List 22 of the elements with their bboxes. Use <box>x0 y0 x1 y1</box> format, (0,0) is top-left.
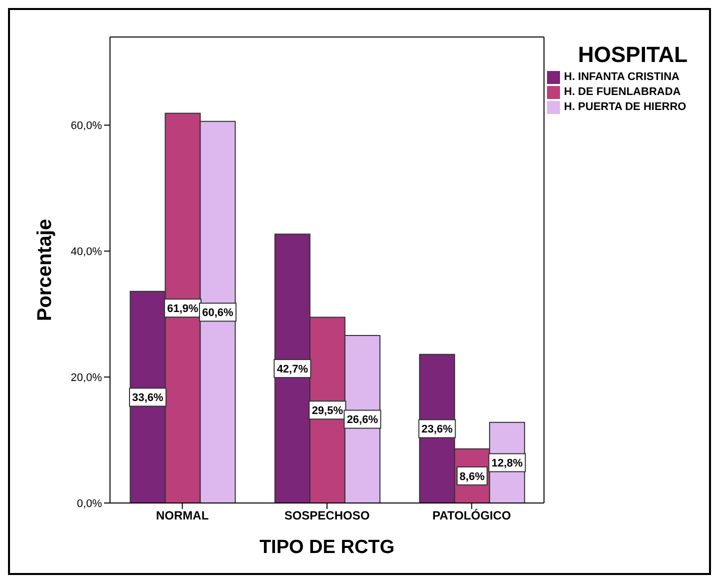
data-label: 61,9% <box>167 303 199 316</box>
legend-label: H. DE FUENLABRADA <box>564 86 681 98</box>
legend-label: H. INFANTA CRISTINA <box>564 71 680 83</box>
y-axis-title: Porcentaje <box>34 218 56 322</box>
y-tick-label: 60,0% <box>70 120 102 132</box>
data-label: 26,6% <box>346 414 378 426</box>
legend-title: HOSPITAL <box>578 42 688 68</box>
data-label: 8,6% <box>460 470 485 483</box>
data-label: 29,5% <box>312 405 344 418</box>
data-label: 23,6% <box>421 424 453 436</box>
x-tick-label: NORMAL <box>156 508 209 523</box>
x-tick-label: SOSPECHOSO <box>284 508 370 523</box>
y-tick-label: 20,0% <box>70 372 102 384</box>
data-label: 60,6% <box>202 307 234 320</box>
x-axis-title: TIPO DE RCTG <box>259 537 395 558</box>
y-tick-label: 0,0% <box>76 498 102 510</box>
x-tick-label: PATOLÓGICO <box>432 508 512 523</box>
data-label: 33,6% <box>132 392 164 404</box>
y-tick-label: 40,0% <box>70 246 102 258</box>
data-label: 12,8% <box>491 458 523 470</box>
data-label: 42,7% <box>276 364 308 376</box>
legend-label: H. PUERTA DE HIERRO <box>564 101 686 113</box>
